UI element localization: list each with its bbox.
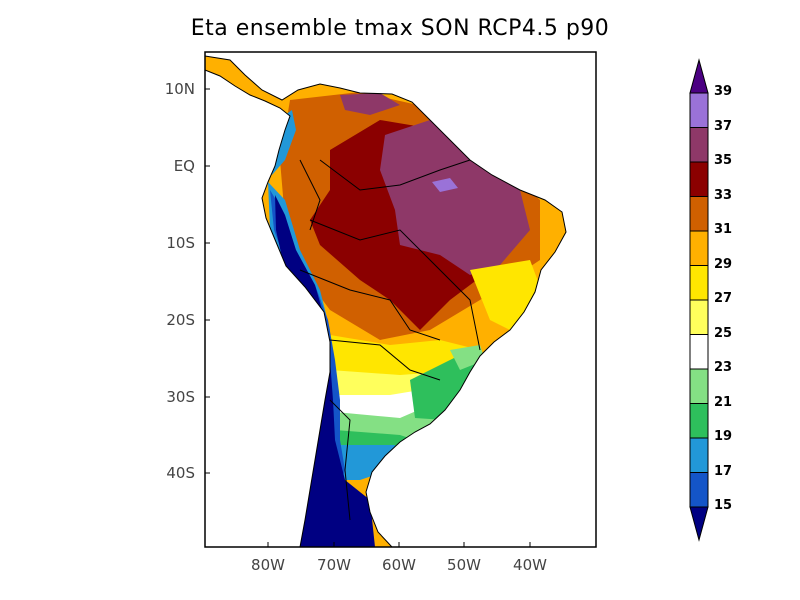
colorbar-label: 27 (714, 291, 733, 306)
temperature-field (205, 56, 566, 547)
colorbar-over-arrow (689, 58, 709, 94)
colorbar-swatch (689, 472, 709, 508)
colorbar-label: 37 (714, 118, 733, 134)
colorbar-label: 25 (714, 325, 733, 341)
lat-label: 40S (166, 464, 195, 482)
colorbar-swatch (689, 127, 709, 163)
colorbar-label: 17 (714, 463, 733, 479)
colorbar-label: 19 (714, 429, 733, 444)
lat-label: EQ (173, 157, 195, 175)
borders (204, 55, 567, 548)
lat-label: 30S (166, 388, 195, 406)
lat-label: 20S (166, 311, 195, 329)
colorbar-swatch (689, 92, 709, 128)
colorbar-swatch (689, 265, 709, 301)
colorbar-label: 15 (714, 498, 733, 513)
colorbar-swatch (689, 196, 709, 232)
lat-label: 10S (166, 234, 195, 252)
colorbar-label: 31 (714, 222, 733, 237)
map-title: Eta ensemble tmax SON RCP4.5 p90 (190, 16, 610, 41)
colorbar-label: 23 (714, 360, 733, 375)
colorbar-label: 39 (714, 84, 733, 99)
colorbar-swatch (689, 334, 709, 370)
axis-ticks (205, 88, 531, 547)
colorbar-label: 29 (714, 256, 733, 272)
lon-label: 50W (447, 556, 481, 574)
lon-label: 40W (513, 556, 547, 574)
colorbar-under-arrow (689, 506, 709, 542)
lon-label: 60W (382, 556, 416, 574)
colorbar-swatch (689, 437, 709, 473)
colorbar-swatch (689, 403, 709, 439)
colorbar-label: 35 (714, 153, 733, 168)
colorbar-swatch (689, 161, 709, 197)
colorbar-label: 21 (714, 394, 733, 410)
colorbar-swatch (689, 368, 709, 404)
lon-label: 80W (251, 556, 285, 574)
colorbar-swatch (689, 230, 709, 266)
colorbar-swatch (689, 299, 709, 335)
colorbar (689, 58, 709, 542)
map-frame (204, 51, 597, 548)
colorbar-label: 33 (714, 187, 733, 203)
lon-label: 70W (317, 556, 351, 574)
lat-label: 10N (164, 80, 195, 98)
